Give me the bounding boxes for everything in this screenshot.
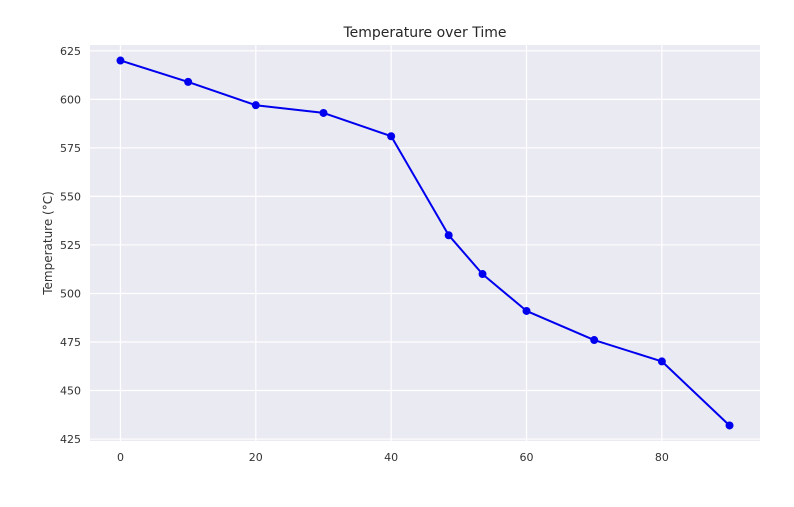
- y-axis-label: Temperature (°C): [41, 191, 55, 296]
- x-axis-ticks: 0 20 40 60 80: [117, 451, 669, 464]
- x-tick-label: 40: [384, 451, 398, 464]
- x-tick-label: 0: [117, 451, 124, 464]
- data-point: [725, 421, 734, 430]
- y-tick-label: 525: [60, 239, 81, 252]
- y-tick-label: 425: [60, 433, 81, 446]
- data-point: [657, 357, 666, 366]
- y-tick-label: 575: [60, 142, 81, 155]
- x-tick-label: 80: [655, 451, 669, 464]
- y-tick-label: 450: [60, 385, 81, 398]
- plot-background: [90, 45, 760, 441]
- data-point: [387, 132, 396, 141]
- data-point: [251, 101, 260, 110]
- data-point: [590, 336, 599, 345]
- chart-title: Temperature over Time: [342, 25, 506, 41]
- y-tick-label: 550: [60, 190, 81, 203]
- x-tick-label: 60: [520, 451, 534, 464]
- data-point: [319, 108, 328, 117]
- x-tick-label: 20: [249, 451, 263, 464]
- y-tick-label: 625: [60, 45, 81, 58]
- data-point: [478, 270, 487, 279]
- data-point: [184, 77, 193, 86]
- y-tick-label: 475: [60, 336, 81, 349]
- data-point: [444, 231, 453, 240]
- data-point: [522, 306, 531, 315]
- y-axis-ticks: 425 450 475 500 525 550 575 600 625: [60, 45, 81, 446]
- y-tick-label: 500: [60, 287, 81, 300]
- grid-lines: [90, 45, 760, 441]
- data-series: [116, 56, 734, 430]
- data-point: [116, 56, 125, 65]
- y-tick-label: 600: [60, 93, 81, 106]
